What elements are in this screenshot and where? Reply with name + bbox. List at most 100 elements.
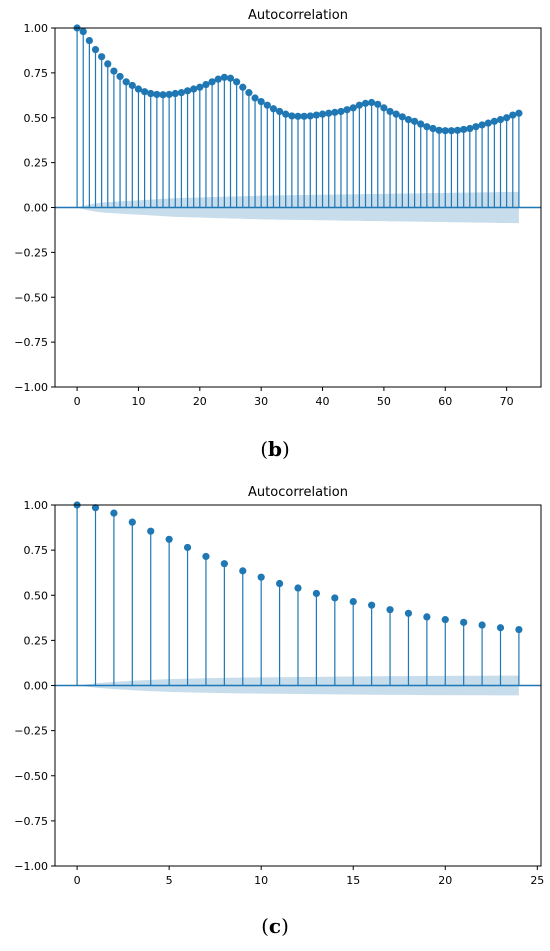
stem-marker [116,72,124,81]
x-tick-label: 20 [438,874,452,887]
stem-marker [300,112,308,120]
stem-marker [337,107,345,116]
stem-marker [122,78,130,86]
stem-marker [349,597,357,606]
stem-marker [79,27,87,36]
x-ticks: 0 5 10 15 20 25 [74,866,544,887]
stems [55,24,541,209]
stem-marker [331,108,339,116]
x-tick-label: 0 [74,874,81,887]
y-tick-label: 0.50 [24,112,49,125]
y-tick-label: 0.75 [24,67,49,80]
y-tick-label: −0.75 [14,336,48,349]
stem-marker [423,613,431,621]
stem-marker [239,567,247,575]
stem-marker [294,112,302,120]
x-tick-label: 30 [254,395,268,408]
stem-marker [208,78,216,86]
stem-marker [220,560,228,568]
x-tick-label: 0 [74,395,81,408]
stem-marker [392,110,400,118]
stem-marker [140,88,149,96]
stem-marker [275,579,284,588]
stem-marker [306,112,314,120]
stem-marker [104,60,112,68]
stem-marker [386,606,394,614]
x-tick-label: 10 [131,395,145,408]
stem-marker [496,115,505,124]
stem-marker [165,535,173,543]
stem-marker [349,104,357,112]
y-tick-label: −0.50 [14,770,48,783]
stem-marker [233,78,241,86]
stem-marker [423,123,431,131]
stem-marker [417,120,425,128]
stem-marker [128,518,136,526]
caption-letter: b [268,437,282,461]
stem-marker [214,75,222,83]
stem-marker [282,110,290,118]
stem-marker [441,616,449,624]
y-tick-label: −1.00 [14,381,48,394]
stem-marker [435,126,443,134]
acf-panel-b: Autocorrelation −1.00 −0.75 −0.50 −0.25 0.00… [14,8,542,408]
stem-marker [245,89,253,97]
stem-marker [472,123,480,131]
stem-marker [404,115,413,124]
stem-marker [147,89,155,98]
y-tick-label: −1.00 [14,860,48,873]
stem-marker [404,609,413,617]
stem-marker [478,621,486,629]
stem-marker [91,45,100,54]
stem-marker [318,110,327,118]
stem-marker [288,112,296,120]
stem-marker [239,83,247,91]
stem-marker [453,126,462,134]
stem-marker [257,573,265,581]
stems [55,501,541,687]
chart-title: Autocorrelation [248,8,348,23]
stem-marker [98,53,106,61]
acf-panel-c: Autocorrelation −1.00 −0.75 −0.50 −0.25 0.00… [14,485,544,887]
caption-b: (b) [260,437,290,461]
chart-title: Autocorrelation [248,485,348,500]
stem-marker [263,101,271,109]
x-ticks: 0 10 20 30 40 50 60 70 [74,387,514,408]
y-tick-label: −0.25 [14,246,48,259]
stem-marker [134,85,143,93]
y-tick-label: −0.75 [14,815,48,828]
stem-marker [460,618,468,626]
stem-marker [147,527,155,535]
y-tick-label: 0.00 [24,680,49,693]
x-tick-label: 15 [346,874,360,887]
stem-marker [386,107,394,116]
stem-marker [257,97,265,106]
stem-marker [490,117,498,125]
stem-marker [515,109,523,117]
stem-marker [171,89,179,98]
x-tick-label: 5 [166,874,173,887]
stem-marker [159,91,167,99]
stem-marker [177,89,186,97]
y-tick-label: −0.25 [14,725,48,738]
y-tick-label: 0.75 [24,544,49,557]
y-tick-label: −0.50 [14,291,48,304]
caption-c: (c) [261,914,289,938]
stem-marker [275,107,284,116]
stem-marker [496,624,505,632]
stem-marker [153,90,161,99]
stem-marker [343,106,351,114]
x-tick-label: 10 [254,874,268,887]
y-tick-label: 0.25 [24,634,49,647]
stem-marker [110,67,118,75]
stem-marker [312,111,321,119]
stem-marker [368,98,376,107]
stem-marker [447,127,456,135]
stem-marker [251,94,259,102]
stem-marker [196,83,204,91]
stem-marker [190,85,198,93]
stem-marker [220,73,228,81]
caption-letter: c [268,914,282,938]
stem-marker [503,114,511,122]
stem-marker [183,543,192,552]
